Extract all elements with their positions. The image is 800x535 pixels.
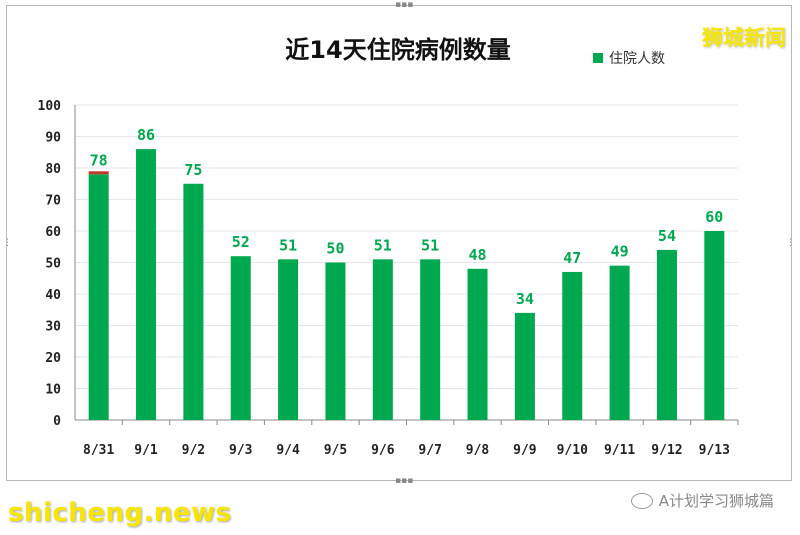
bar	[420, 259, 441, 420]
resize-handle-right[interactable]: ⋮	[786, 238, 795, 248]
watermark-bottom-left: shicheng.news	[8, 498, 232, 528]
y-tick-label: 20	[45, 351, 61, 366]
wechat-label: A计划学习狮城篇	[658, 492, 774, 510]
y-tick-label: 70	[45, 194, 61, 209]
data-label: 78	[90, 151, 108, 169]
bar	[88, 174, 109, 420]
x-tick-label: 9/13	[699, 443, 730, 458]
data-label: 50	[326, 240, 344, 258]
x-tick-label: 9/5	[324, 443, 347, 458]
wechat-icon	[630, 492, 653, 509]
chart-title: 近14天住院病例数量	[285, 36, 510, 64]
resize-handle-left[interactable]: ⋮	[3, 238, 12, 248]
x-tick-label: 9/7	[418, 443, 441, 458]
x-tick-label: 8/31	[83, 443, 114, 458]
data-label: 86	[137, 126, 155, 144]
x-tick-label: 9/11	[604, 443, 635, 458]
data-label: 49	[611, 243, 629, 261]
bar	[704, 231, 725, 420]
bar	[325, 262, 346, 420]
legend-swatch	[593, 53, 603, 63]
resize-handle-bottom[interactable]: ▪▪▪	[395, 476, 414, 486]
x-tick-label: 9/8	[466, 443, 490, 458]
y-tick-label: 50	[45, 257, 61, 272]
y-tick-label: 0	[53, 414, 61, 429]
data-label: 52	[232, 233, 250, 251]
data-label: 75	[184, 161, 202, 179]
wechat-tag: A计划学习狮城篇	[630, 490, 774, 511]
bar	[562, 271, 583, 420]
y-tick-label: 10	[45, 383, 61, 398]
bar	[230, 256, 251, 420]
data-label: 34	[516, 290, 534, 308]
x-tick-label: 9/10	[557, 443, 588, 458]
x-tick-label: 9/3	[229, 443, 252, 458]
data-label: 48	[469, 246, 487, 264]
y-tick-label: 80	[45, 162, 61, 177]
y-tick-label: 90	[45, 131, 61, 146]
bar	[372, 259, 393, 420]
bar	[278, 259, 299, 420]
x-tick-label: 9/2	[182, 443, 205, 458]
x-tick-label: 9/12	[651, 443, 682, 458]
watermark-top-right: 狮城新闻	[702, 26, 786, 50]
data-label: 51	[374, 236, 392, 254]
data-label: 60	[705, 208, 723, 226]
x-tick-label: 9/1	[134, 443, 158, 458]
resize-handle-top[interactable]: ▪▪▪	[395, 0, 414, 10]
bar	[656, 249, 677, 420]
x-tick-label: 9/4	[276, 443, 300, 458]
data-label: 51	[279, 236, 297, 254]
x-tick-label: 9/6	[371, 443, 395, 458]
y-tick-label: 40	[45, 288, 61, 303]
bar	[514, 312, 535, 420]
x-tick-label: 9/9	[513, 443, 536, 458]
data-label: 54	[658, 227, 676, 245]
legend-label: 住院人数	[609, 51, 665, 67]
bar	[609, 265, 630, 420]
y-tick-label: 60	[45, 225, 61, 240]
data-label: 47	[563, 249, 581, 267]
bar	[183, 183, 204, 420]
data-label: 51	[421, 236, 439, 254]
bar-accent	[88, 171, 109, 175]
bar	[136, 149, 157, 420]
y-tick-label: 100	[38, 99, 62, 114]
y-tick-label: 30	[45, 320, 61, 335]
bar	[467, 268, 488, 420]
